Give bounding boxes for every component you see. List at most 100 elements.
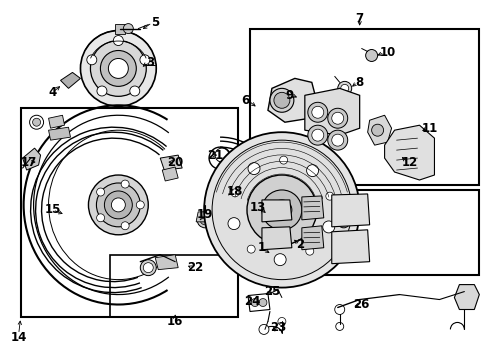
Circle shape [113, 36, 123, 45]
Circle shape [212, 140, 351, 280]
Circle shape [269, 88, 293, 112]
Text: 17: 17 [20, 156, 37, 168]
Circle shape [97, 188, 104, 196]
Circle shape [123, 24, 133, 33]
Circle shape [331, 134, 343, 146]
Bar [110, 255, 238, 318]
Circle shape [331, 112, 343, 124]
Text: 2: 2 [295, 238, 303, 251]
Text: 7: 7 [355, 12, 363, 25]
Text: 14: 14 [10, 331, 27, 344]
Circle shape [111, 198, 125, 212]
Text: 13: 13 [249, 201, 265, 215]
Circle shape [273, 92, 289, 108]
Text: 10: 10 [379, 46, 395, 59]
Circle shape [259, 324, 268, 334]
Polygon shape [384, 125, 433, 180]
Text: 9: 9 [285, 89, 293, 102]
Circle shape [277, 318, 285, 325]
Circle shape [96, 183, 140, 227]
Text: 22: 22 [186, 261, 203, 274]
Circle shape [271, 200, 291, 220]
Text: 23: 23 [269, 321, 285, 334]
Circle shape [247, 163, 260, 175]
Text: 5: 5 [151, 16, 159, 29]
Circle shape [97, 86, 107, 96]
Polygon shape [331, 230, 369, 264]
Text: 18: 18 [226, 185, 243, 198]
Circle shape [30, 115, 43, 129]
Circle shape [322, 221, 334, 233]
Text: 12: 12 [401, 156, 417, 168]
Circle shape [81, 31, 156, 106]
Polygon shape [247, 293, 269, 311]
Polygon shape [267, 78, 317, 122]
Circle shape [307, 102, 327, 122]
Circle shape [129, 86, 140, 96]
Circle shape [197, 212, 213, 228]
Circle shape [108, 58, 128, 78]
Polygon shape [115, 24, 125, 33]
Circle shape [337, 216, 349, 228]
Polygon shape [48, 115, 64, 128]
Polygon shape [367, 115, 391, 145]
Circle shape [337, 81, 351, 95]
Circle shape [327, 108, 347, 128]
Circle shape [339, 218, 347, 226]
Circle shape [334, 305, 344, 315]
Circle shape [371, 124, 383, 136]
Circle shape [140, 55, 150, 65]
Bar [249, 28, 478, 185]
Polygon shape [301, 196, 323, 220]
Circle shape [33, 118, 41, 126]
Polygon shape [262, 200, 291, 222]
Text: 3: 3 [146, 56, 154, 69]
Circle shape [90, 41, 146, 96]
Circle shape [88, 175, 148, 235]
Circle shape [250, 298, 259, 306]
Circle shape [335, 323, 343, 330]
Circle shape [306, 165, 318, 177]
Text: 11: 11 [421, 122, 437, 135]
Text: 15: 15 [44, 203, 61, 216]
Text: 26: 26 [353, 298, 369, 311]
Polygon shape [301, 226, 323, 250]
Circle shape [259, 298, 266, 306]
Polygon shape [22, 148, 41, 170]
Circle shape [121, 222, 129, 230]
Circle shape [200, 215, 210, 225]
Circle shape [311, 106, 323, 118]
Circle shape [305, 247, 313, 255]
Circle shape [279, 156, 287, 164]
Circle shape [365, 50, 377, 62]
Circle shape [307, 125, 327, 145]
Circle shape [231, 189, 239, 197]
Circle shape [327, 130, 347, 150]
Polygon shape [304, 88, 359, 135]
Circle shape [136, 201, 144, 209]
Text: 21: 21 [206, 149, 223, 162]
Circle shape [100, 50, 136, 86]
Text: 8: 8 [355, 76, 363, 89]
Bar [249, 190, 478, 275]
Polygon shape [162, 167, 178, 181]
Circle shape [140, 260, 156, 276]
Circle shape [247, 245, 255, 253]
Polygon shape [453, 285, 478, 310]
Circle shape [274, 254, 285, 266]
Text: 6: 6 [241, 94, 248, 107]
Text: 24: 24 [244, 295, 260, 308]
Circle shape [227, 218, 240, 230]
Circle shape [87, 55, 97, 65]
Polygon shape [262, 227, 291, 250]
Text: 1: 1 [257, 241, 265, 254]
Polygon shape [61, 72, 81, 88]
Bar [20, 108, 238, 318]
Circle shape [311, 129, 323, 141]
Circle shape [340, 84, 348, 92]
Text: 20: 20 [167, 156, 183, 168]
Circle shape [143, 263, 153, 273]
Polygon shape [160, 155, 182, 170]
Polygon shape [48, 127, 70, 140]
Polygon shape [196, 212, 214, 222]
